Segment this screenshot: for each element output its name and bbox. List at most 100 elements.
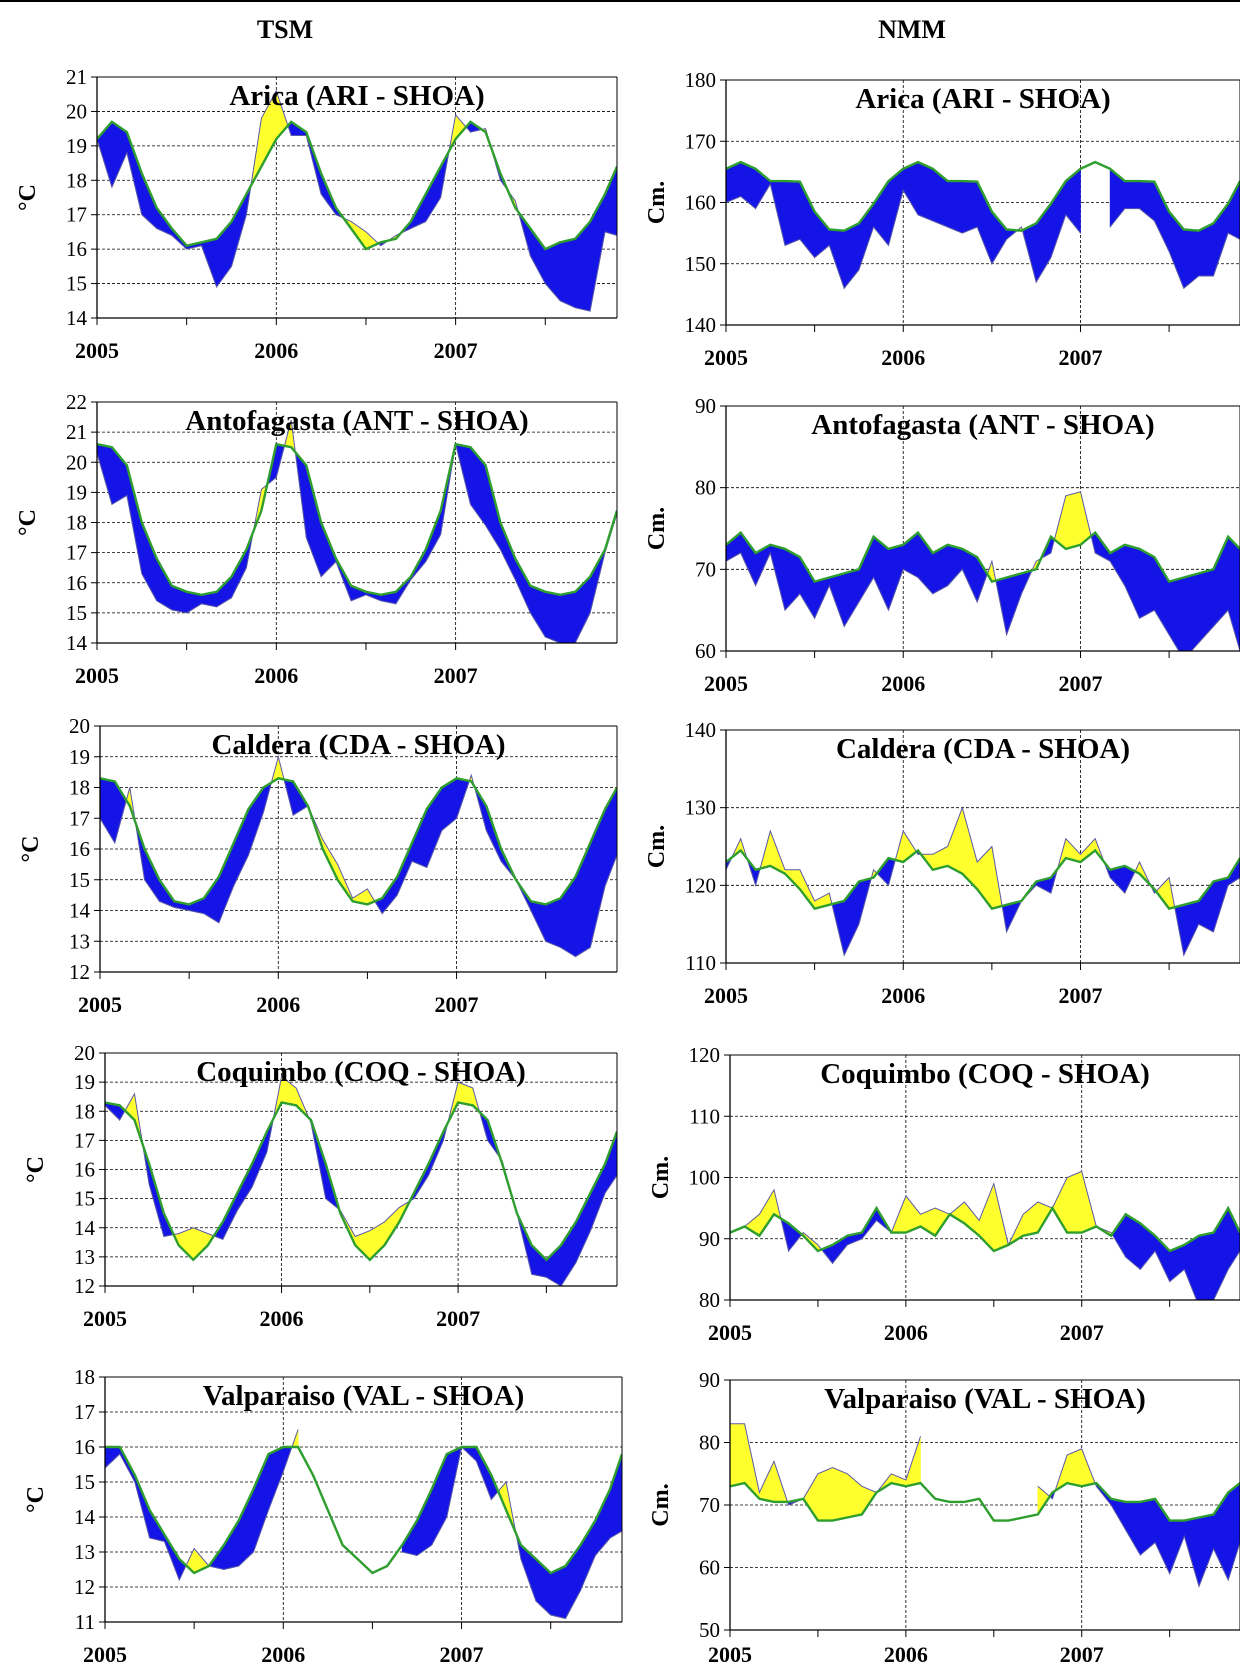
anomaly-below-area <box>1139 548 1155 619</box>
anomaly-below-area <box>799 181 815 259</box>
anomaly-below-area <box>531 1244 547 1278</box>
mean-series-line <box>100 777 617 906</box>
anomaly-below-area <box>888 544 904 611</box>
anomaly-above-area <box>759 1188 775 1237</box>
y-tick-label: 120 <box>689 1043 721 1067</box>
y-tick-label: 16 <box>74 1158 95 1182</box>
chart-title: Coquimbo (COQ - SHOA) <box>820 1058 1150 1090</box>
anomaly-below-area <box>1183 573 1199 651</box>
observed-series-line <box>105 1429 299 1582</box>
anomaly-above-area <box>730 1423 745 1487</box>
x-tick-label: 2007 <box>435 992 479 1017</box>
y-tick-label: 15 <box>66 601 87 625</box>
anomaly-below-area <box>1140 1498 1156 1556</box>
y-tick-label: 19 <box>66 134 87 158</box>
y-tick-label: 19 <box>66 480 87 504</box>
y-tick-label: 90 <box>699 1368 720 1392</box>
anomaly-below-area <box>589 193 606 312</box>
tsm-antofagasta-panel: 14 15 16 17 18 19 20 21 22 2005 2006 2007 °C Antofaga… <box>15 390 618 688</box>
anomaly-below-area <box>1198 1232 1214 1300</box>
chart-title: Arica (ARI - SHOA) <box>229 80 484 112</box>
anomaly-below-area <box>550 1565 566 1619</box>
anomaly-below-area <box>932 168 948 228</box>
mean-series-line <box>105 1445 622 1575</box>
x-tick-label: 2007 <box>436 1306 480 1331</box>
y-tick-label: 18 <box>66 168 87 192</box>
observed-series-line <box>726 182 1081 290</box>
observed-series-line <box>730 1423 921 1506</box>
anomaly-below-area <box>1184 1235 1200 1300</box>
anomaly-below-area <box>1183 229 1199 289</box>
plot-area <box>105 1429 622 1620</box>
anomaly-below-area <box>575 1192 591 1263</box>
nmm-arica-panel: 140 150 160 170 180 2005 2006 2007 Cm. Arica (ARI… <box>644 68 1240 370</box>
x-tick-label: 2006 <box>884 1642 928 1667</box>
y-tick-label: 80 <box>695 476 716 500</box>
anomaly-below-area <box>425 166 442 223</box>
x-tick-label: 2005 <box>704 345 748 370</box>
anomaly-below-area <box>1111 1213 1126 1259</box>
y-tick-label: 15 <box>69 868 90 892</box>
mean-series-line <box>726 160 1240 232</box>
y-tick-label: 17 <box>74 1128 95 1152</box>
anomaly-below-area <box>814 577 830 619</box>
anomaly-below-area <box>947 180 963 234</box>
y-tick-label: 20 <box>69 714 90 738</box>
y-tick-label: 19 <box>74 1070 95 1094</box>
anomaly-below-area <box>1227 535 1240 651</box>
anomaly-below-area <box>544 591 561 643</box>
anomaly-above-area <box>1065 491 1081 550</box>
y-tick-label: 160 <box>685 191 717 215</box>
mean-series-line <box>105 1101 617 1262</box>
x-tick-label: 2005 <box>704 983 748 1008</box>
x-tick-label: 2005 <box>75 338 119 363</box>
y-axis-label: °C <box>15 509 41 536</box>
mean-series-line <box>730 1205 1240 1253</box>
anomaly-below-area <box>961 180 978 234</box>
observed-series-line <box>730 1170 1240 1300</box>
anomaly-below-area <box>814 210 830 259</box>
anomaly-below-area <box>305 465 322 577</box>
anomaly-below-area <box>530 900 547 942</box>
y-tick-label: 16 <box>66 571 87 595</box>
y-tick-label: 180 <box>685 68 717 92</box>
anomaly-below-area <box>1184 1517 1200 1587</box>
anomaly-below-area <box>1198 1514 1214 1587</box>
y-tick-label: 15 <box>74 1470 95 1494</box>
y-tick-label: 70 <box>699 1493 720 1517</box>
x-tick-label: 2007 <box>1058 983 1102 1008</box>
plot-area <box>100 754 617 958</box>
x-tick-label: 2007 <box>1060 1642 1104 1667</box>
anomaly-below-area <box>574 575 591 643</box>
anomaly-below-area <box>203 875 220 924</box>
y-tick-label: 140 <box>685 313 717 337</box>
y-tick-label: 21 <box>66 420 87 444</box>
plot-area <box>97 89 617 312</box>
observed-series-line <box>402 1446 622 1620</box>
y-tick-label: 60 <box>699 1556 720 1580</box>
anomaly-below-area <box>1227 1482 1240 1581</box>
tsm-caldera-panel: 12 13 14 15 16 17 18 19 20 2005 2006 2007 °C Caldera … <box>18 714 618 1017</box>
observed-series-line <box>726 491 1240 651</box>
anomaly-below-area <box>947 544 963 587</box>
anomaly-below-area <box>105 1446 121 1469</box>
x-tick-label: 2006 <box>260 1306 304 1331</box>
anomaly-below-area <box>828 573 845 627</box>
x-tick-label: 2006 <box>254 663 298 688</box>
anomaly-above-area <box>1066 1170 1082 1233</box>
anomaly-below-area <box>1154 181 1170 252</box>
anomaly-below-area <box>141 522 157 601</box>
y-tick-label: 20 <box>66 450 87 474</box>
x-tick-label: 2006 <box>884 1320 928 1345</box>
anomaly-above-area <box>354 1230 371 1261</box>
y-tick-label: 18 <box>69 776 90 800</box>
nmm-antofagasta-panel: 60 70 80 90 2005 2006 2007 Cm. Antofagasta (ANT … <box>644 394 1240 696</box>
y-tick-label: 13 <box>74 1540 95 1564</box>
y-tick-label: 13 <box>74 1245 95 1269</box>
y-tick-label: 130 <box>685 796 717 820</box>
x-tick-label: 2005 <box>708 1320 752 1345</box>
anomaly-below-area <box>1213 1491 1229 1581</box>
y-axis-label: Cm. <box>644 825 670 868</box>
y-tick-label: 12 <box>74 1575 95 1599</box>
